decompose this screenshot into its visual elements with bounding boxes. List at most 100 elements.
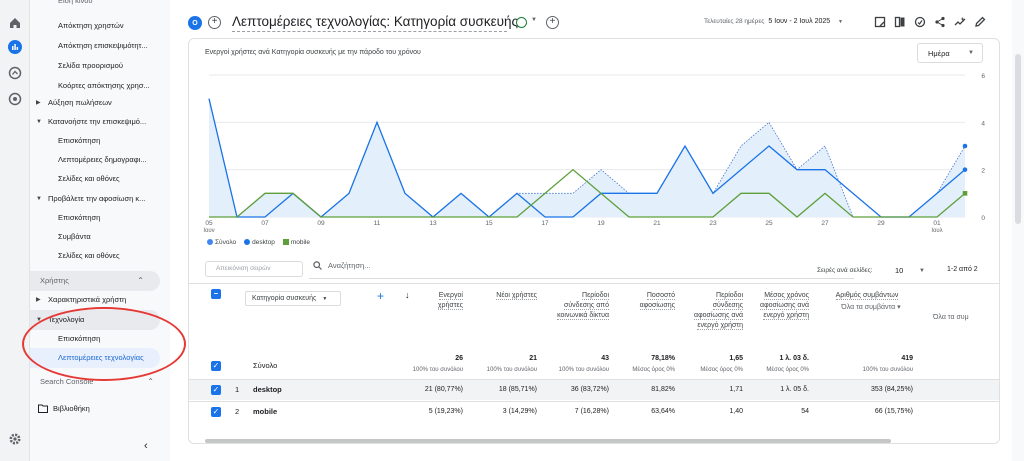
col-header-new-users[interactable]: Νέοι χρήστες [475, 291, 537, 301]
library-link[interactable]: Βιβλιοθήκη [38, 404, 90, 413]
col-header-all-events-2[interactable]: Όλα τα συμ [933, 313, 997, 323]
row-number: 2 [235, 407, 240, 416]
col-header-engagement-rate[interactable]: Ποσοστό αφοσίωσης [621, 291, 675, 311]
collapse-sidebar-icon[interactable]: ‹ [144, 440, 148, 452]
row-cell: 36 (83,72%) [570, 386, 609, 393]
col-header-social-sessions[interactable]: Περίοδοι σύνδεσης από κοινωνικά δίκτυα [551, 291, 609, 321]
reports-icon[interactable] [8, 40, 22, 54]
check-circle-icon [516, 17, 527, 28]
sidebar-item-events[interactable]: Συμβάντα [58, 232, 91, 241]
home-icon[interactable] [8, 16, 22, 30]
row-checkbox[interactable]: ✓ [211, 385, 221, 395]
total-sub: 100% του συνόλου [862, 367, 913, 373]
x-tick-label: 13 [429, 220, 437, 227]
share-icon[interactable] [934, 16, 946, 28]
table-divider [189, 401, 999, 402]
section-label: Χρήστης [40, 276, 69, 285]
caret-down-icon: ▼ [322, 296, 328, 302]
sidebar-item-label: Αύξηση πωλήσεων [48, 98, 112, 107]
series-desktop-line [208, 98, 966, 218]
x-tick-sublabel: Ιουν [203, 228, 214, 234]
title-underline [232, 31, 507, 32]
legend-item-total[interactable]: Σύνολο [207, 239, 236, 246]
chevron-up-icon: ⌃ [147, 377, 154, 386]
sidebar-item-overview-2[interactable]: Επισκόπηση [58, 213, 101, 222]
dimension-select[interactable]: Κατηγορία συσκευής ▼ [245, 291, 341, 306]
table-search[interactable]: Αναζήτηση... [313, 261, 370, 270]
comparison-badge[interactable]: O [188, 16, 202, 30]
annotation-circle [22, 307, 186, 381]
add-dimension-button[interactable]: + [377, 289, 385, 303]
y-tick-label: 2 [981, 168, 985, 175]
sidebar-section-user[interactable]: Χρήστης ⌃ [30, 271, 160, 291]
sidebar-item-monetization[interactable]: ▶ Αύξηση πωλήσεων [30, 93, 170, 113]
row-cell: 1,40 [729, 408, 743, 415]
sidebar-item-demographic-details[interactable]: Λεπτομέρειες δημογραφι... [58, 155, 147, 164]
series-desktop-end-point [962, 167, 968, 172]
legend-item-desktop[interactable]: desktop [244, 239, 275, 246]
x-tick-label: 07 [261, 220, 269, 227]
sidebar-item-label: Κατανοήστε την επισκεψιμό... [48, 117, 147, 126]
col-header-engaged-sessions-per-user[interactable]: Περίοδοι σύνδεσης αφοσίωσης ανά ενεργό χ… [689, 291, 743, 331]
add-filter-button[interactable]: + [546, 16, 559, 29]
add-comparison-button[interactable]: + [208, 16, 221, 29]
pagination: 1-2 από 2 [947, 266, 978, 273]
sidebar-item-user-acquisition[interactable]: Απόκτηση χρηστών [58, 21, 124, 30]
select-all-checkbox[interactable]: – [211, 289, 221, 299]
rows-per-page-select[interactable]: 10 [895, 266, 904, 275]
sidebar-item-overview-1[interactable]: Επισκόπηση [58, 136, 101, 145]
trend-icon[interactable] [954, 16, 966, 28]
show-rows-button[interactable]: Απεικόνιση σειρών [205, 261, 303, 277]
row-dimension[interactable]: mobile [253, 407, 278, 416]
x-tick-label: 17 [541, 220, 549, 227]
explore-icon[interactable] [8, 66, 22, 80]
event-filter-select[interactable]: Όλα τα συμβάντα ▾ [841, 304, 901, 311]
sidebar-item-landing-page[interactable]: Σελίδα προορισμού [58, 61, 123, 70]
gear-icon[interactable] [8, 432, 22, 451]
x-tick-label: 19 [597, 220, 605, 227]
table-row[interactable]: ✓ 2 mobile 5 (19,23%) 3 (14,29%) 7 (16,2… [189, 402, 999, 422]
insights-icon[interactable] [914, 16, 926, 28]
row-cell: 5 (19,23%) [428, 408, 463, 415]
sidebar-item-acquisition-cohorts[interactable]: Κοόρτες απόκτησης χρησ... [58, 81, 150, 90]
report-header: O + Λεπτομέρειες τεχνολογίας: Κατηγορία … [188, 12, 1000, 34]
customize-report-icon[interactable] [874, 16, 886, 28]
sidebar-item-traffic-acquisition[interactable]: Απόκτηση επισκεψιμότητ... [58, 41, 148, 50]
total-value: 419 [901, 355, 913, 362]
col-header-event-count[interactable]: Αριθμός συμβάντων [821, 291, 913, 301]
page-scrollbar[interactable] [1012, 0, 1024, 461]
library-label: Βιβλιοθήκη [53, 404, 90, 413]
legend-item-mobile[interactable]: mobile [282, 239, 310, 246]
col-header-active-users[interactable]: Ενεργοί χρήστες [415, 291, 463, 311]
row-checkbox[interactable]: ✓ [211, 407, 221, 417]
totals-checkbox[interactable]: ✓ [211, 361, 221, 371]
page-title[interactable]: Λεπτομέρειες τεχνολογίας: Κατηγορία συσκ… [232, 14, 519, 29]
sidebar-item-traffic-understanding[interactable]: ▼ Κατανοήστε την επισκεψιμό... [30, 112, 170, 132]
header-label: Όλα τα συμβάντα [841, 304, 896, 311]
granularity-select[interactable]: Ημέρα ▼ [917, 43, 983, 63]
sort-desc-icon[interactable]: ↓ [405, 290, 410, 300]
col-header-avg-engagement-time[interactable]: Μέσος χρόνος αφοσίωσης ανά ενεργό χρήστη [757, 291, 809, 321]
total-sub: Μέσος όρος 0% [632, 367, 675, 373]
horizontal-scrollbar[interactable] [205, 439, 891, 443]
date-range-picker[interactable]: Τελευταίες 28 ημέρες 5 Ιουν - 2 Ιουλ 2025… [704, 18, 843, 25]
total-sub: Μέσος όρος 0% [700, 367, 743, 373]
y-tick-label: 4 [981, 120, 985, 127]
total-sub: Μέσος όρος 0% [766, 367, 809, 373]
table-row[interactable]: ✓ 1 desktop 21 (80,77%) 18 (85,71%) 36 (… [189, 380, 999, 400]
caret-down-icon[interactable]: ▼ [919, 268, 925, 274]
edit-icon[interactable] [974, 16, 986, 28]
sidebar-item-cut[interactable]: Είδη κίνου [58, 0, 93, 5]
row-dimension[interactable]: desktop [253, 385, 282, 394]
compare-icon[interactable] [894, 16, 906, 28]
sidebar-section-search-console[interactable]: Search Console ⌃ [30, 372, 170, 392]
scrollbar-thumb[interactable] [1015, 54, 1021, 224]
sidebar-item-pages-screens-1[interactable]: Σελίδες και οθόνες [58, 174, 120, 183]
chevron-down-icon[interactable]: ▼ [531, 17, 537, 23]
sidebar-item-user-attributes[interactable]: ▶ Χαρακτηριστικά χρήστη [30, 290, 170, 310]
search-icon [313, 261, 322, 270]
sidebar-item-engagement[interactable]: ▼ Προβάλετε την αφοσίωση κ... [30, 189, 170, 209]
advertising-icon[interactable] [8, 92, 22, 106]
sidebar-item-pages-screens-2[interactable]: Σελίδες και οθόνες [58, 251, 120, 260]
chevron-down-icon: ▼ [837, 19, 843, 25]
